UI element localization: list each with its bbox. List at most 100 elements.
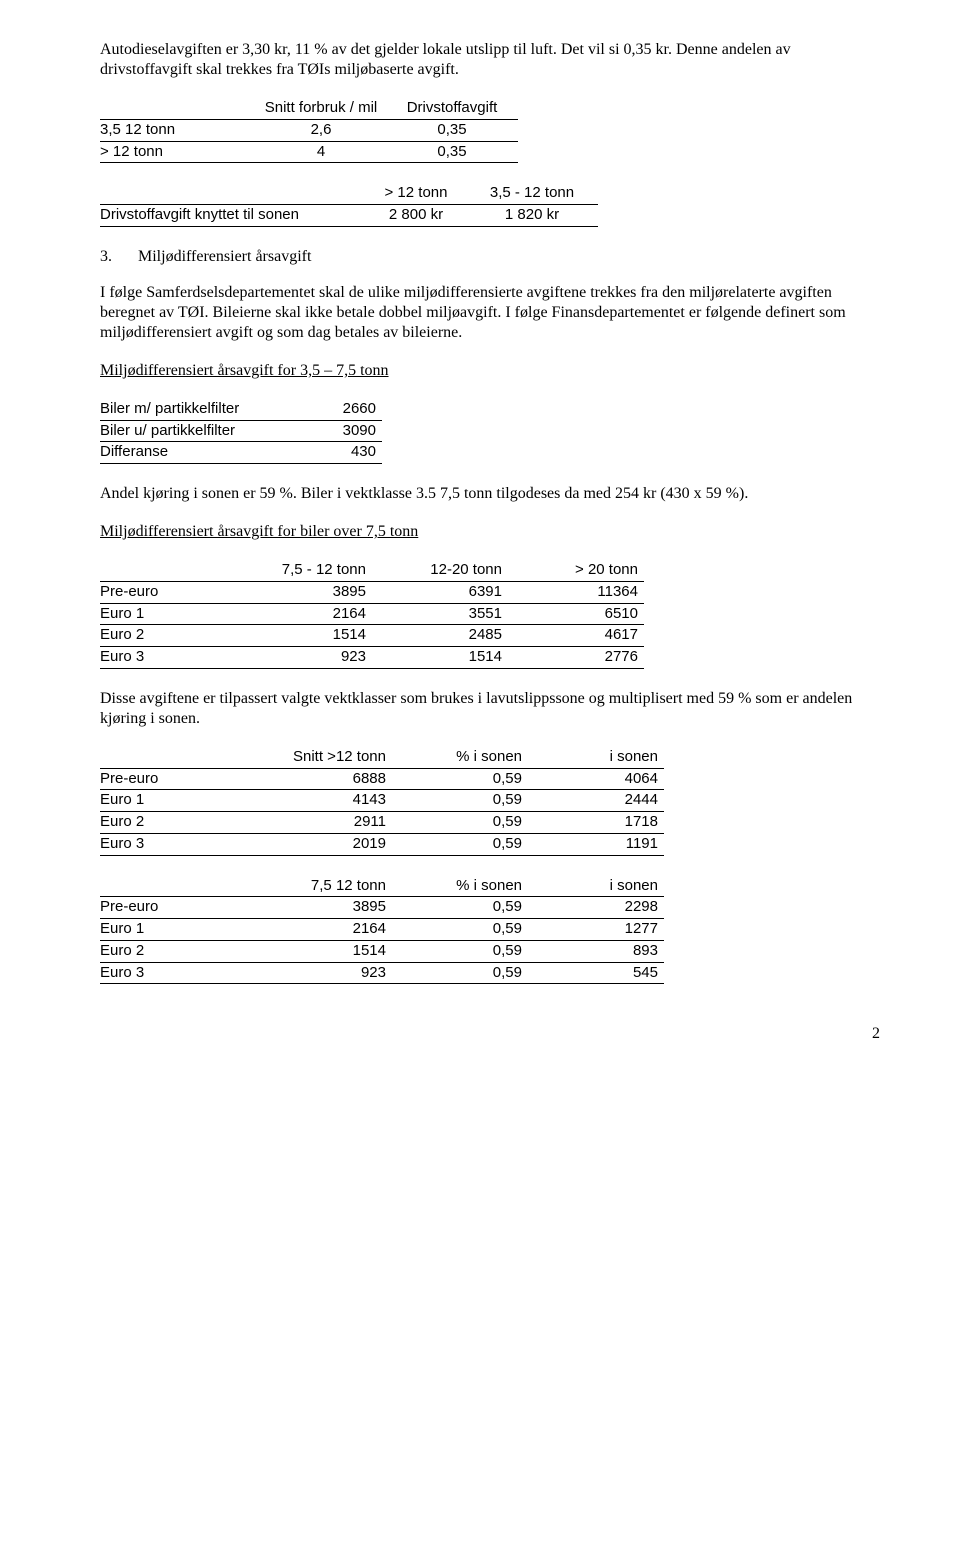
table-cell: Euro 2 [100, 940, 236, 962]
table-cell: 11364 [508, 581, 644, 603]
table-cell: 2444 [528, 790, 664, 812]
paragraph-andel: Andel kjøring i sonen er 59 %. Biler i v… [100, 484, 880, 504]
table-cell: 2911 [236, 812, 392, 834]
table-cell: Euro 1 [100, 603, 236, 625]
table-row: Euro 3 923 0,59 545 [100, 962, 664, 984]
table-cell: Euro 2 [100, 625, 236, 647]
table-cell: 0,59 [392, 790, 528, 812]
table-row: > 12 tonn 4 0,35 [100, 141, 518, 163]
table-drivstoff-sone: > 12 tonn 3,5 - 12 tonn Drivstoffavgift … [100, 183, 598, 227]
table-over-75: 7,5 - 12 tonn 12-20 tonn > 20 tonn Pre-e… [100, 560, 644, 669]
table-cell: 2 800 kr [366, 205, 472, 227]
section-title: Miljødifferensiert årsavgift [138, 248, 311, 265]
table-row: Euro 1 4143 0,59 2444 [100, 790, 664, 812]
table-row: Euro 2 2911 0,59 1718 [100, 812, 664, 834]
table-row: Euro 2 1514 0,59 893 [100, 940, 664, 962]
paragraph-tilpassert: Disse avgiftene er tilpassert valgte vek… [100, 689, 880, 729]
table-cell: Euro 1 [100, 790, 236, 812]
paragraph-intro: Autodieselavgiften er 3,30 kr, 11 % av d… [100, 40, 880, 80]
table-cell: 0,59 [392, 940, 528, 962]
table-cell: Euro 3 [100, 647, 236, 669]
page-number: 2 [100, 1024, 880, 1044]
table-row: Differanse 430 [100, 442, 382, 464]
table-cell: Pre-euro [100, 768, 236, 790]
table-cell: 1514 [236, 940, 392, 962]
table-cell: 4 [256, 141, 392, 163]
table-cell: 1718 [528, 812, 664, 834]
table-cell: 0,59 [392, 812, 528, 834]
table-header: Drivstoffavgift [392, 98, 518, 119]
table-cell: 2485 [372, 625, 508, 647]
table-cell: 4064 [528, 768, 664, 790]
table-cell: 0,35 [392, 141, 518, 163]
subheading-b: Miljødifferensiert årsavgift for biler o… [100, 522, 880, 542]
table-header [100, 98, 256, 119]
table-header: % i sonen [392, 876, 528, 897]
table-header: > 12 tonn [366, 183, 472, 204]
table-partikkelfilter: Biler m/ partikkelfilter 2660 Biler u/ p… [100, 399, 382, 464]
table-row: Drivstoffavgift knyttet til sonen 2 800 … [100, 205, 598, 227]
table-row: Biler m/ partikkelfilter 2660 [100, 399, 382, 420]
table-header: 12-20 tonn [372, 560, 508, 581]
table-cell: 6510 [508, 603, 644, 625]
table-row: Pre-euro 6888 0,59 4064 [100, 768, 664, 790]
table-header: > 20 tonn [508, 560, 644, 581]
table-cell: 2164 [236, 919, 392, 941]
table-cell: 4617 [508, 625, 644, 647]
table-header [100, 876, 236, 897]
table-cell: Biler m/ partikkelfilter [100, 399, 306, 420]
table-cell: 3,5 12 tonn [100, 119, 256, 141]
table-row: Euro 2 1514 2485 4617 [100, 625, 644, 647]
table-cell: 0,59 [392, 768, 528, 790]
table-cell: 3895 [236, 581, 372, 603]
table-header [100, 560, 236, 581]
table-cell: 6391 [372, 581, 508, 603]
table-cell: 2,6 [256, 119, 392, 141]
table-cell: 0,59 [392, 919, 528, 941]
table-cell: Biler u/ partikkelfilter [100, 420, 306, 442]
table-cell: Drivstoffavgift knyttet til sonen [100, 205, 366, 227]
table-cell: Euro 2 [100, 812, 236, 834]
table-cell: 893 [528, 940, 664, 962]
table-cell: 1277 [528, 919, 664, 941]
table-header: 3,5 - 12 tonn [472, 183, 598, 204]
table-header: 7,5 12 tonn [236, 876, 392, 897]
table-cell: 923 [236, 647, 372, 669]
section-heading-3: 3. Miljødifferensiert årsavgift [100, 247, 880, 267]
table-cell: 0,59 [392, 897, 528, 919]
table-cell: Euro 3 [100, 962, 236, 984]
table-snitt-over12: Snitt >12 tonn % i sonen i sonen Pre-eur… [100, 747, 664, 856]
table-forbruk: Snitt forbruk / mil Drivstoffavgift 3,5 … [100, 98, 518, 163]
table-cell: 1191 [528, 833, 664, 855]
table-cell: Pre-euro [100, 897, 236, 919]
table-cell: 923 [236, 962, 392, 984]
table-cell: 2298 [528, 897, 664, 919]
subheading-text: Miljødifferensiert årsavgift for biler o… [100, 523, 418, 540]
table-row: Biler u/ partikkelfilter 3090 [100, 420, 382, 442]
table-row: Euro 1 2164 0,59 1277 [100, 919, 664, 941]
table-cell: 1514 [236, 625, 372, 647]
table-cell: 0,59 [392, 833, 528, 855]
table-cell: 2776 [508, 647, 644, 669]
table-header: i sonen [528, 876, 664, 897]
table-header: % i sonen [392, 747, 528, 768]
table-75-12: 7,5 12 tonn % i sonen i sonen Pre-euro 3… [100, 876, 664, 985]
table-cell: 3090 [306, 420, 382, 442]
table-cell: 430 [306, 442, 382, 464]
table-header: i sonen [528, 747, 664, 768]
table-cell: Differanse [100, 442, 306, 464]
table-row: Pre-euro 3895 6391 11364 [100, 581, 644, 603]
table-row: Euro 3 923 1514 2776 [100, 647, 644, 669]
table-header: Snitt >12 tonn [236, 747, 392, 768]
section-number: 3. [100, 247, 134, 267]
table-cell: 1514 [372, 647, 508, 669]
table-cell: 4143 [236, 790, 392, 812]
table-cell: 1 820 kr [472, 205, 598, 227]
table-row: Pre-euro 3895 0,59 2298 [100, 897, 664, 919]
subheading-text: Miljødifferensiert årsavgift for 3,5 – 7… [100, 362, 389, 379]
table-cell: Pre-euro [100, 581, 236, 603]
table-row: Euro 1 2164 3551 6510 [100, 603, 644, 625]
paragraph-section3: I følge Samferdselsdepartementet skal de… [100, 283, 880, 343]
table-cell: > 12 tonn [100, 141, 256, 163]
table-row: 3,5 12 tonn 2,6 0,35 [100, 119, 518, 141]
